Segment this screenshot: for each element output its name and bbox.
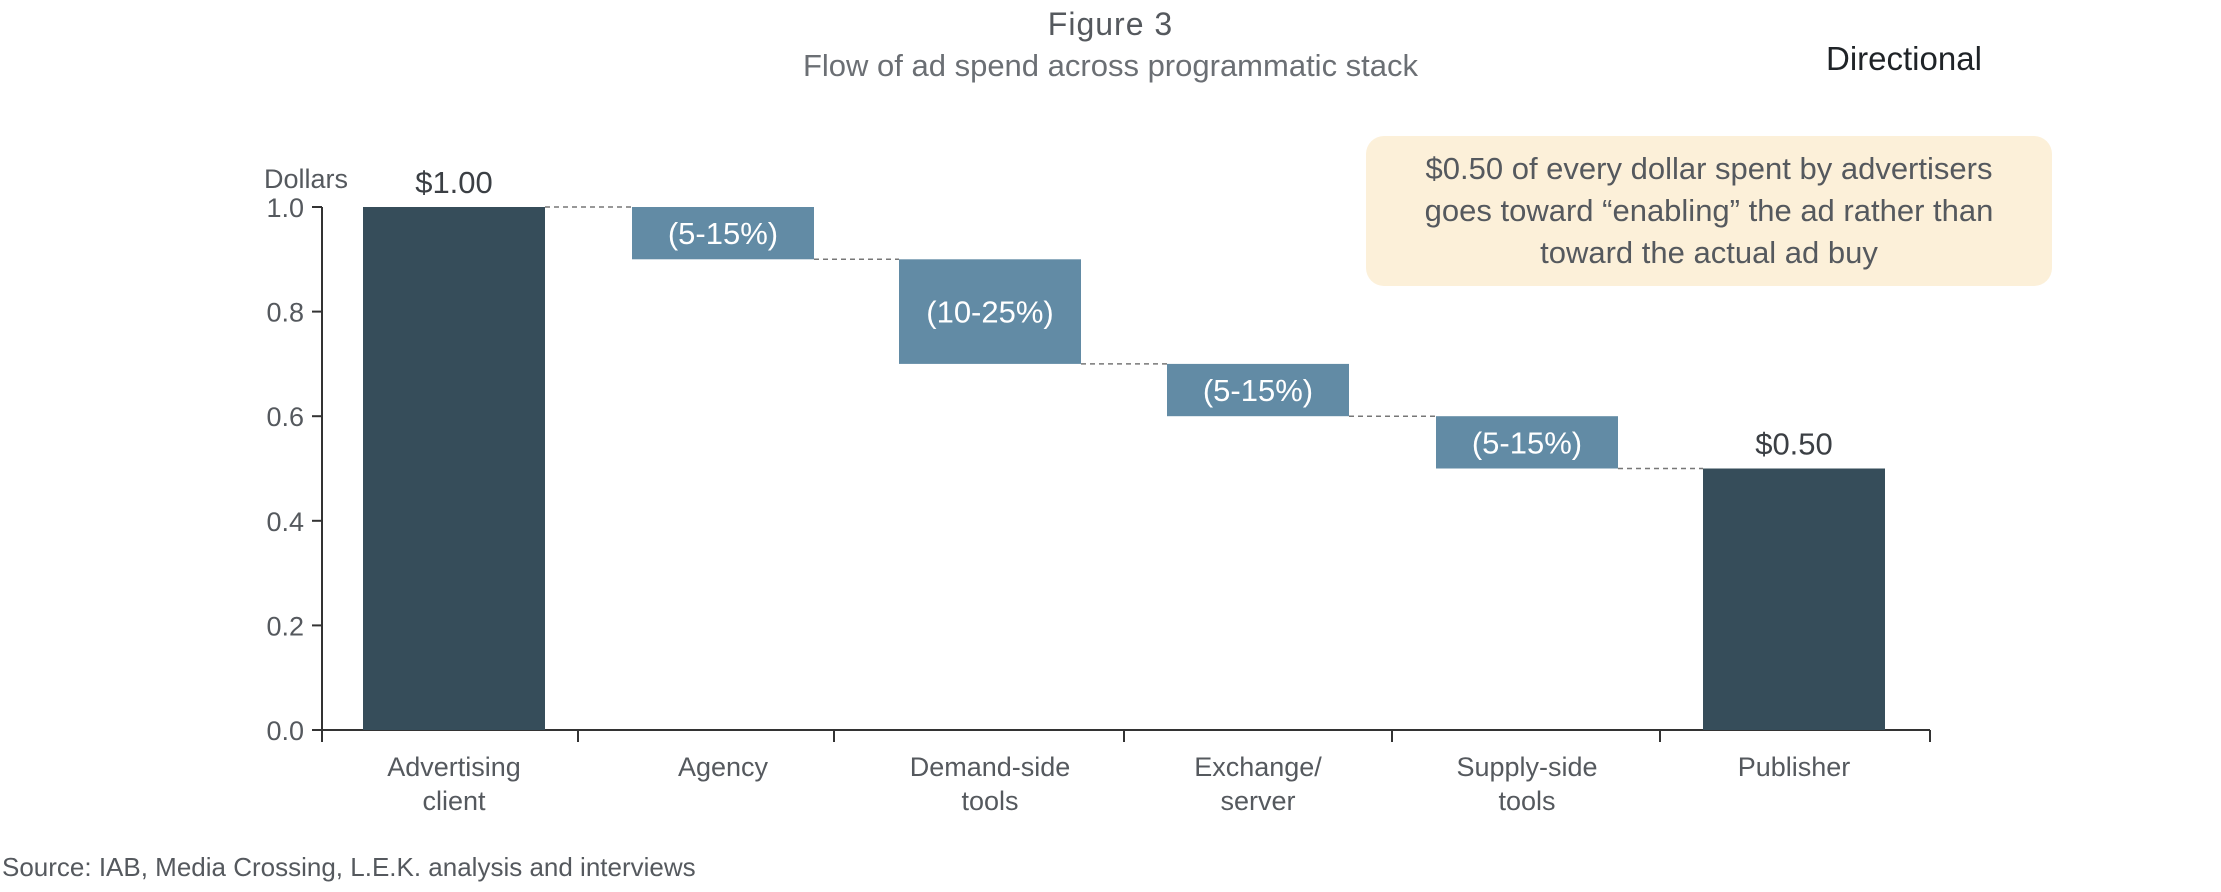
x-tick-label: Demand-side tools (910, 752, 1071, 816)
x-tick-label: Exchange/server (1194, 752, 1322, 816)
data-label: (5-15%) (1472, 425, 1582, 460)
data-label: (5-15%) (1203, 373, 1313, 408)
step-bar (899, 259, 1081, 364)
callout-box: $0.50 of every dollar spent by advertise… (1366, 136, 2052, 286)
x-tick-label: Agency (678, 752, 769, 782)
total-bar (363, 207, 545, 730)
figure-label: Figure 3 (1047, 6, 1174, 42)
y-axis-label: Dollars (264, 164, 348, 194)
y-tick-label: 0.2 (266, 611, 304, 641)
y-tick-label: 1.0 (266, 193, 304, 223)
directional-tag: Directional (1826, 40, 1982, 77)
data-label: $0.50 (1755, 427, 1833, 462)
callout-text: $0.50 of every dollar spent by advertise… (1424, 151, 1994, 270)
y-tick-label: 0.4 (266, 507, 304, 537)
x-tick-label: Supply-side tools (1456, 752, 1597, 816)
data-label: (10-25%) (926, 295, 1054, 330)
y-tick-label: 0.0 (266, 716, 304, 746)
data-label: (5-15%) (668, 216, 778, 251)
x-tick-label: Advertising client (387, 752, 521, 816)
y-tick-label: 0.8 (266, 298, 304, 328)
chart-subtitle: Flow of ad spend across programmatic sta… (802, 48, 1419, 83)
step-bar (632, 207, 814, 260)
source-note: Source: IAB, Media Crossing, L.E.K. anal… (2, 852, 696, 882)
y-tick-label: 0.6 (266, 402, 304, 432)
step-bar (1167, 363, 1349, 417)
data-label: $1.00 (415, 165, 493, 200)
x-tick-label: Publisher (1738, 752, 1851, 782)
step-bar (1436, 416, 1618, 469)
total-bar (1703, 468, 1885, 730)
